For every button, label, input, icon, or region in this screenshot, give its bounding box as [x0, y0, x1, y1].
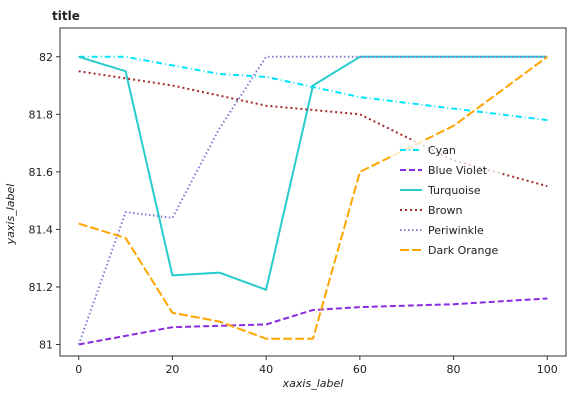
y-tick-label: 81.6	[29, 166, 54, 179]
x-tick-label: 80	[447, 363, 461, 376]
plot-border	[59, 27, 567, 357]
legend-label-brown: Brown	[428, 204, 463, 217]
y-tick-label: 82	[39, 51, 53, 64]
series-line-turquoise	[78, 55, 548, 291]
x-tick-label: 20	[165, 363, 179, 376]
series-line-blue-violet	[78, 297, 548, 346]
y-axis: 81 81.2 81.4 81.6 81.8 82	[29, 51, 60, 351]
x-axis-title: xaxis_label	[282, 377, 344, 390]
legend-label-periwinkle: Periwinkle	[428, 224, 484, 237]
y-tick-label: 81.4	[29, 223, 54, 236]
x-tick-label: 40	[259, 363, 273, 376]
series-line-periwinkle	[77, 55, 548, 345]
series-line-cyan	[78, 55, 548, 122]
x-tick-label: 100	[537, 363, 558, 376]
x-tick-label: 0	[75, 363, 82, 376]
x-axis: 0 20 40 60 80 100	[75, 356, 558, 376]
y-tick-label: 81.8	[29, 108, 54, 121]
legend-label-dark-orange: Dark Orange	[428, 244, 498, 257]
legend-label-cyan: Cyan	[428, 144, 456, 157]
legend: Cyan Blue Violet Turquoise Brown Periwinkle D…	[392, 140, 502, 266]
chart-title: title	[52, 9, 80, 23]
y-tick-label: 81.2	[29, 281, 54, 294]
legend-label-turquoise: Turquoise	[427, 184, 481, 197]
legend-label-blue-violet: Blue Violet	[428, 164, 488, 177]
plot-area	[59, 27, 567, 357]
y-tick-label: 81	[39, 338, 53, 351]
y-axis-title: yaxis_label	[4, 184, 17, 246]
legend-background	[392, 140, 502, 266]
x-tick-label: 60	[353, 363, 367, 376]
